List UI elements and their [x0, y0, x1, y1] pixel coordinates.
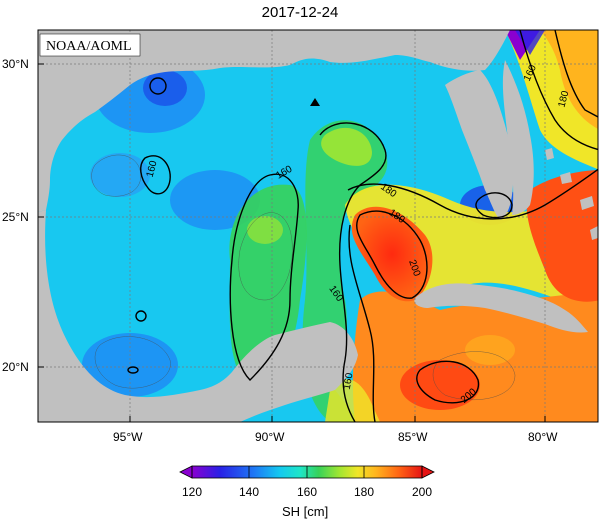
map-area: 160 160 160 160 180 180 200 200 180 160 … — [38, 30, 598, 422]
source-label-box — [39, 33, 141, 57]
green-high-west — [247, 216, 283, 244]
map-date-title: 2017-12-24 — [261, 4, 339, 21]
colorbar-tick-160: 160 — [297, 485, 317, 499]
land-bahamas-1 — [545, 148, 554, 160]
colorbar-tick-180: 180 — [354, 485, 374, 499]
colorbar: 120 140 160 180 200 SH [cm] — [179, 465, 435, 519]
contour-label-1: 160 — [145, 159, 160, 178]
colorbar-high-arrow — [421, 465, 435, 479]
colorbar-ticks — [191, 466, 423, 478]
caribbean-warm-core — [400, 360, 480, 410]
map-grid — [38, 30, 598, 422]
map-frame — [37, 29, 599, 423]
land-bahamas-2 — [560, 172, 572, 184]
land-bahamas-4 — [590, 226, 598, 240]
colorbar-low-arrow — [179, 465, 193, 479]
contour-label-9: 180 — [556, 89, 571, 108]
latitude-label-25: 25°N — [2, 210, 29, 224]
latitude-label-20: 20°N — [2, 360, 29, 374]
green-high-north — [321, 127, 372, 166]
warm-eddy-red — [351, 206, 433, 302]
longitude-label-95: 95°W — [113, 430, 143, 444]
ocean-low-south — [82, 333, 178, 397]
colorbar-unit-label: SH [cm] — [282, 504, 328, 519]
land-florida-east — [502, 60, 534, 215]
colorbar-tick-120: 120 — [182, 485, 202, 499]
land-yucatan — [232, 322, 358, 422]
caribbean-orange-patch — [465, 335, 515, 365]
major-contours — [127, 30, 598, 422]
longitude-label-90: 90°W — [255, 430, 285, 444]
frame-ticks — [38, 63, 546, 422]
ocean-low-west — [90, 153, 150, 197]
minor-contours — [91, 154, 516, 401]
longitude-label-80: 80°W — [528, 430, 558, 444]
land-bahamas-3 — [580, 196, 594, 210]
land-cuba — [414, 283, 588, 333]
yucatan-yellow — [325, 379, 380, 422]
longitude-label-85: 85°W — [398, 430, 428, 444]
colorbar-tick-200: 200 — [412, 485, 432, 499]
source-label: NOAA/AOML — [46, 39, 132, 54]
atlantic-blue-low — [515, 30, 545, 55]
triangle-marker — [310, 98, 320, 106]
latitude-label-30: 30°N — [2, 57, 29, 71]
land-mexico — [38, 210, 235, 422]
contour-label-10: 160 — [342, 372, 356, 391]
land-florida — [445, 70, 514, 220]
colorbar-tick-140: 140 — [239, 485, 259, 499]
bahamas-warm — [526, 170, 598, 302]
